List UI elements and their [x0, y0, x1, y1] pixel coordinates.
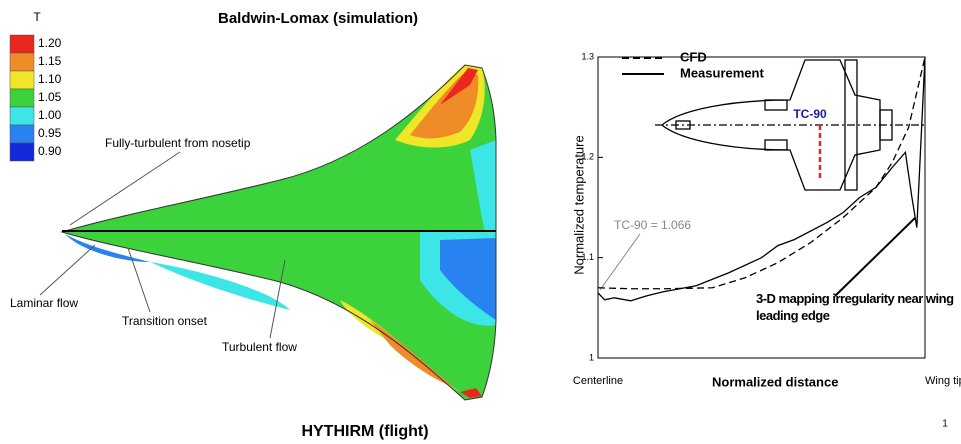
- legend-label: Measurement: [680, 65, 764, 80]
- y-tick-label: 1.2: [581, 152, 594, 162]
- colorbar-swatch: [9, 52, 35, 72]
- legend-label: CFD: [680, 49, 707, 64]
- shuttle-contour: [39, 64, 497, 401]
- colorbar: 1.20 1.15 1.10 1.05 1.00 0.95 0.90: [9, 34, 62, 162]
- plot-frame: [597, 56, 926, 359]
- colorbar-swatch: [9, 70, 35, 90]
- y-tick-label: 1.3: [581, 51, 594, 61]
- colorbar-title: T: [33, 10, 41, 24]
- annotation: Turbulent flow: [222, 340, 297, 354]
- plot: 1 1.1 1.2 1.3 Centerline Wing tip CFDMeasureme…: [573, 49, 961, 386]
- inset-shuttle: [655, 59, 925, 191]
- annotation-leader: [599, 233, 641, 291]
- annotation: Transition onset: [122, 314, 208, 328]
- left-title: Baldwin-Lomax (simulation): [218, 10, 418, 27]
- page-number: 1: [942, 419, 948, 430]
- annotation: Fully-turbulent from nosetip: [105, 136, 251, 150]
- colorbar-label: 1.05: [38, 90, 62, 104]
- x-tick-label: Centerline: [573, 375, 623, 387]
- colorbar-swatch: [9, 142, 35, 162]
- left-subtitle: HYTHIRM (flight): [301, 423, 428, 440]
- colorbar-label: 1.20: [38, 36, 62, 50]
- colorbar-swatch: [9, 34, 35, 54]
- series-line: [597, 56, 926, 290]
- y-tick-label: 1.1: [581, 252, 594, 262]
- colorbar-swatch: [9, 124, 35, 144]
- x-axis-label: Normalized distance: [712, 374, 838, 389]
- colorbar-label: 1.10: [38, 72, 62, 86]
- series-line: [597, 56, 926, 302]
- annotation-leader: [834, 217, 916, 297]
- x-tick-label: Wing tip: [925, 375, 961, 387]
- colorbar-label: 1.00: [38, 108, 62, 122]
- inset-label: TC-90: [793, 107, 827, 121]
- colorbar-swatch: [9, 88, 35, 108]
- colorbar-label: 1.15: [38, 54, 62, 68]
- colorbar-label: 0.90: [38, 144, 62, 158]
- annotation: TC-90 = 1.066: [614, 218, 691, 232]
- y-tick-label: 1: [589, 352, 594, 362]
- colorbar-swatch: [9, 106, 35, 126]
- annotation: Laminar flow: [10, 296, 78, 310]
- annotation: 3-D mapping irregularity near wing leadi…: [756, 291, 954, 323]
- y-axis-label: Normalized temperature: [571, 135, 586, 274]
- colorbar-label: 0.95: [38, 126, 62, 140]
